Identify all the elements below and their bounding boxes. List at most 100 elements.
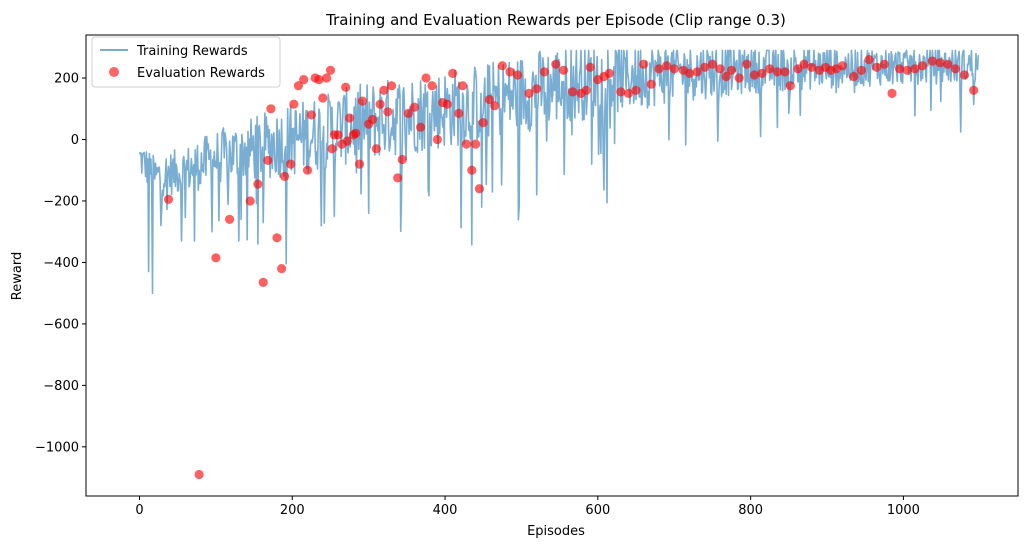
evaluation-point [354, 159, 365, 169]
evaluation-point [910, 64, 920, 74]
evaluation-point [568, 87, 578, 97]
evaluation-point [211, 253, 221, 263]
evaluation-point [604, 68, 614, 78]
evaluation-point [959, 70, 970, 80]
evaluation-point [280, 171, 290, 181]
evaluation-point [318, 93, 328, 103]
evaluation-point [654, 64, 664, 74]
evaluation-point [266, 104, 276, 114]
evaluation-point [616, 87, 626, 97]
evaluation-point [375, 99, 385, 109]
evaluation-point [403, 108, 413, 118]
evaluation-point [631, 85, 641, 95]
evaluation-point [799, 59, 809, 69]
evaluation-point [726, 65, 737, 75]
evaluation-point [351, 128, 361, 138]
evaluation-point [314, 75, 324, 85]
evaluation-point [393, 173, 403, 183]
evaluation-point [258, 277, 268, 287]
evaluation-point [299, 75, 309, 85]
evaluation-point [272, 233, 282, 243]
evaluation-point [409, 102, 420, 112]
evaluation-point [474, 184, 484, 194]
y-tick-label: −800 [43, 379, 79, 394]
evaluation-point [478, 118, 488, 128]
evaluation-point [700, 62, 710, 72]
evaluation-point [513, 70, 523, 80]
chart-title: Training and Evaluation Rewards per Epis… [325, 11, 786, 29]
evaluation-point [785, 81, 795, 91]
evaluation-point [333, 130, 343, 140]
y-axis: −1000 −800 −600 −400 −200 0 200 [35, 72, 86, 455]
evaluation-point [662, 61, 672, 71]
evaluation-point [969, 85, 979, 95]
evaluation-point [864, 55, 874, 65]
y-tick-label: −1000 [35, 440, 79, 455]
evaluation-point [448, 68, 458, 78]
evaluation-point [887, 88, 897, 98]
evaluation-point [497, 61, 507, 71]
evaluation-point [342, 136, 352, 146]
evaluation-point [484, 94, 494, 105]
evaluation-point [917, 61, 928, 71]
evaluation-point [427, 81, 437, 91]
evaluation-point [458, 81, 468, 91]
evaluation-point [367, 114, 378, 125]
plot-area [85, 34, 1019, 497]
evaluation-point [749, 70, 760, 80]
evaluation-point [253, 179, 263, 189]
evaluation-point [341, 82, 351, 92]
x-tick-label: 200 [280, 503, 305, 518]
y-tick-label: 200 [54, 72, 79, 87]
y-tick-label: −600 [43, 317, 79, 332]
evaluation-point [780, 67, 790, 77]
evaluation-point [837, 61, 847, 71]
evaluation-point [524, 88, 534, 98]
evaluation-point [467, 165, 477, 175]
legend-box [91, 36, 281, 88]
evaluation-point [322, 73, 332, 83]
evaluation-point [421, 73, 431, 83]
evaluation-point [325, 65, 336, 75]
evaluation-point [765, 64, 775, 74]
evaluation-point [383, 107, 393, 117]
legend-evaluation-swatch [109, 67, 119, 77]
evaluation-point [345, 113, 355, 123]
evaluation-point [872, 62, 882, 72]
evaluation-point [471, 139, 481, 149]
evaluation-point [879, 59, 889, 69]
evaluation-point [856, 65, 867, 75]
evaluation-point [902, 65, 912, 75]
x-tick-label: 800 [738, 503, 763, 518]
evaluation-point [849, 71, 859, 82]
evaluation-point [639, 59, 649, 69]
evaluation-point [293, 81, 303, 91]
evaluation-point [895, 64, 905, 74]
evaluation-point [454, 108, 464, 118]
evaluation-point [646, 79, 656, 89]
evaluation-point [707, 59, 718, 69]
x-axis: 0 200 400 600 800 1000 [135, 496, 920, 518]
evaluation-point [581, 85, 592, 95]
evaluation-point [585, 62, 595, 72]
legend: Training Rewards Evaluation Rewards [91, 36, 281, 88]
evaluation-point [715, 64, 725, 74]
evaluation-point [692, 67, 702, 77]
evaluation-point [163, 194, 174, 204]
evaluation-point [442, 99, 452, 109]
evaluation-point [263, 155, 273, 165]
x-tick-label: 600 [585, 503, 610, 518]
evaluation-point [950, 64, 961, 74]
evaluation-point [357, 96, 368, 106]
evaluation-point [734, 73, 744, 83]
evaluation-point [807, 62, 817, 72]
evaluation-point [327, 144, 337, 154]
y-tick-label: −400 [43, 256, 79, 271]
x-axis-label: Episodes [527, 524, 585, 539]
evaluation-point [490, 101, 500, 111]
evaluation-point [772, 67, 783, 77]
evaluation-point [461, 139, 471, 149]
evaluation-point [558, 65, 569, 75]
evaluation-point [371, 144, 381, 154]
